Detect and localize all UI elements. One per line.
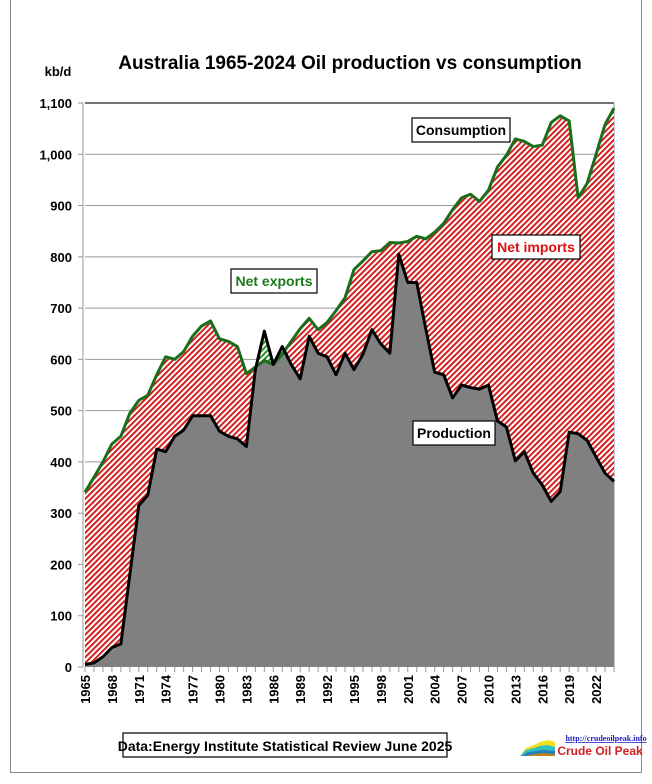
x-tick-label: 1995 [347, 675, 362, 704]
annotation-production: Production [412, 420, 496, 446]
x-tick-label: 2004 [428, 674, 443, 704]
x-tick-label: 1971 [132, 675, 147, 704]
x-tick-label: 1998 [374, 675, 389, 704]
x-tick-label: 2019 [562, 675, 577, 704]
chart-title: Australia 1965-2024 Oil production vs co… [118, 53, 582, 74]
y-tick-label: 500 [50, 404, 72, 419]
x-tick-label: 1974 [159, 674, 174, 704]
production-line [84, 252, 616, 666]
source-text: Data:Energy Institute Statistical Review… [118, 738, 453, 754]
y-tick-label: 700 [50, 301, 72, 316]
logo-chart-icon [520, 740, 555, 756]
x-tick-label: 2013 [508, 675, 523, 704]
x-tick-label: 2007 [455, 675, 470, 704]
y-tick-label: 300 [50, 506, 72, 521]
y-tick-label: 100 [50, 609, 72, 624]
annotation-net-exports: Net exports [230, 268, 318, 294]
y-tick-label: 1,000 [39, 147, 72, 162]
annotation-net-imports-text: Net imports [497, 239, 575, 255]
y-tick-label: 900 [50, 199, 72, 214]
annotation-net-imports: Net imports [491, 234, 581, 260]
annotation-consumption-text: Consumption [416, 122, 506, 138]
logo-url[interactable]: http://crudeoilpeak.info [565, 734, 646, 743]
x-tick-label: 1977 [186, 675, 201, 704]
x-tick-label: 1992 [320, 675, 335, 704]
y-tick-label: 800 [50, 250, 72, 265]
source-note: Data:Energy Institute Statistical Review… [118, 732, 453, 758]
crude-oil-peak-logo: http://crudeoilpeak.info Crude Oil Peak [520, 734, 647, 758]
annotation-net-exports-text: Net exports [235, 273, 312, 289]
x-tick-label: 2016 [535, 675, 550, 704]
y-tick-label: 0 [65, 660, 72, 675]
x-tick-label: 2010 [481, 675, 496, 704]
y-tick-label: 600 [50, 352, 72, 367]
logo-name: Crude Oil Peak [557, 744, 643, 758]
consumption-line [83, 107, 616, 493]
production-area [85, 254, 614, 667]
x-tick-label: 2022 [589, 675, 604, 704]
x-tick-label: 2001 [401, 675, 416, 704]
x-tick-label: 1968 [105, 675, 120, 704]
x-tick-label: 1986 [266, 675, 281, 704]
annotation-production-text: Production [417, 425, 491, 441]
y-tick-label: 200 [50, 557, 72, 572]
x-tick-label: 1965 [78, 675, 93, 704]
y-axis-label: kb/d [45, 64, 72, 79]
annotation-consumption: Consumption [411, 117, 511, 143]
y-tick-label: 1,100 [39, 96, 72, 111]
x-tick-label: 1980 [212, 675, 227, 704]
x-tick-label: 1989 [293, 675, 308, 704]
x-tick-label: 1983 [239, 675, 254, 704]
y-tick-label: 400 [50, 455, 72, 470]
